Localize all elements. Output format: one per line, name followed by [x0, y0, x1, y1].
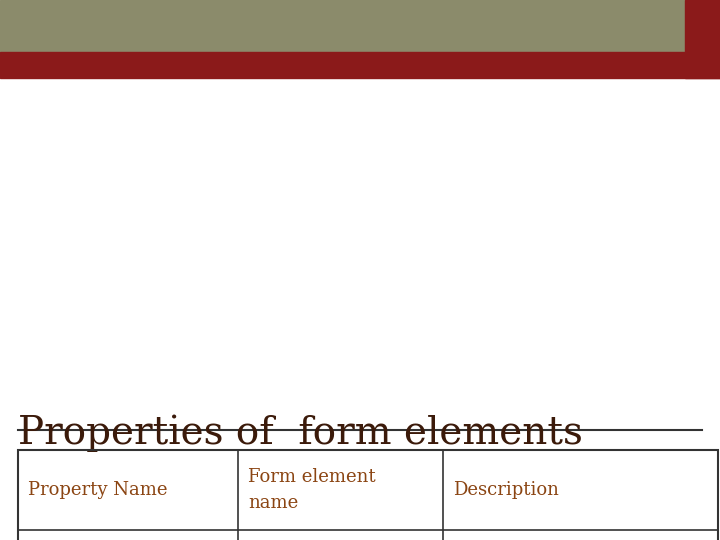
- Bar: [685, 0, 720, 78]
- Text: Form element
name: Form element name: [248, 468, 376, 512]
- Bar: [685, 0, 720, 52]
- Text: Properties of  form elements: Properties of form elements: [18, 415, 583, 453]
- Text: Property Name: Property Name: [28, 481, 168, 499]
- Bar: [0, 0, 685, 52]
- Text: Description: Description: [453, 481, 559, 499]
- Bar: [18, 450, 718, 540]
- Bar: [0, 52, 720, 78]
